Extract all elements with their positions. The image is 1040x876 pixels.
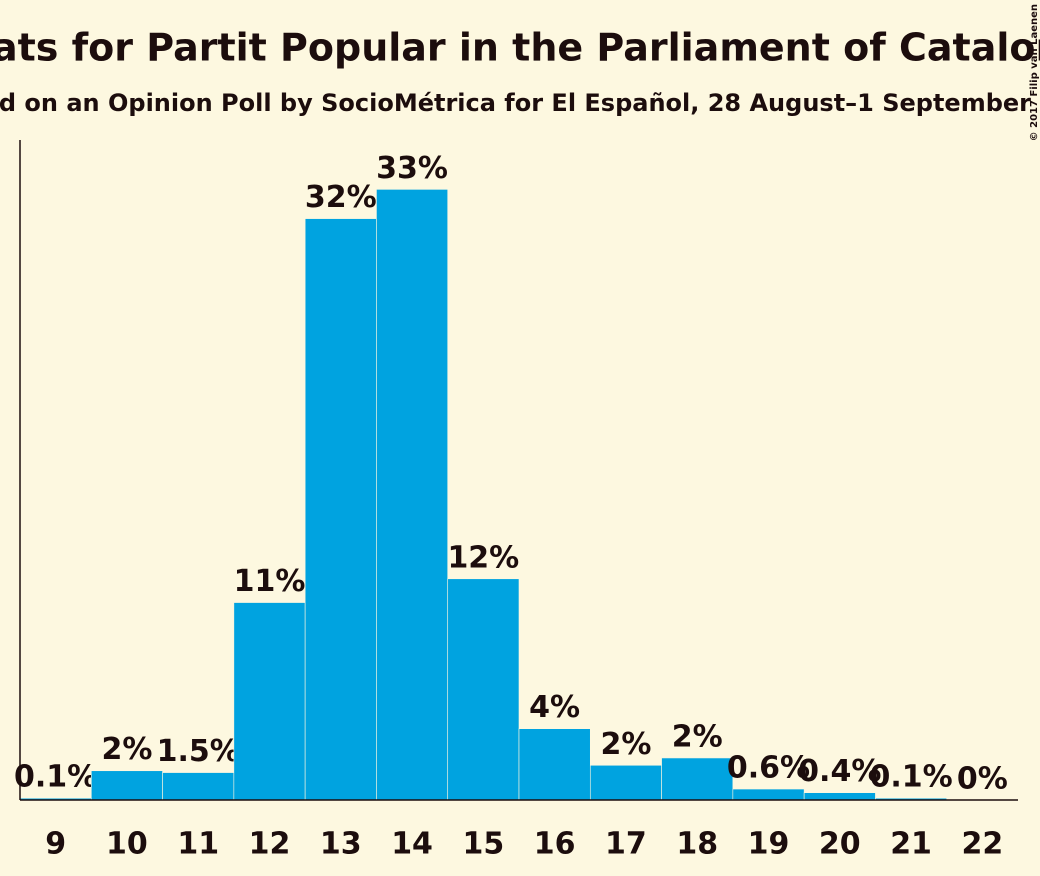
plot-area: 9 0.1% 10 2% 11 1.5% 12 11% 13 32% 14 33% 15 12% 16 4% 1… [14, 151, 1008, 862]
value-label: 0.6% [727, 751, 810, 786]
x-tick-label: 16 [534, 827, 576, 862]
value-label: 0.1% [869, 760, 952, 795]
value-label: 11% [234, 564, 306, 599]
value-label: 4% [529, 690, 580, 725]
bar [447, 578, 520, 801]
value-label: 12% [447, 540, 519, 575]
x-tick-label: 12 [249, 827, 291, 862]
value-label: 0.1% [14, 760, 97, 795]
x-tick-label: 21 [890, 827, 932, 862]
value-label: 0.4% [798, 754, 881, 789]
bar [304, 218, 377, 801]
bar [90, 770, 163, 801]
x-tick-label: 11 [177, 827, 219, 862]
copyright: © 2017 Filip van Laenen [1029, 4, 1040, 141]
value-label: 2% [600, 727, 651, 762]
bar [233, 602, 306, 801]
x-tick-label: 22 [961, 827, 1003, 862]
bar [732, 788, 805, 801]
bar [589, 764, 662, 801]
value-label: 0% [957, 762, 1008, 797]
value-label: 32% [305, 180, 377, 215]
chart-subtitle: Based on an Opinion Poll by SocioMétrica… [0, 89, 1040, 117]
value-label: 33% [376, 151, 448, 186]
x-tick-label: 20 [819, 827, 861, 862]
x-tick-label: 14 [391, 827, 433, 862]
x-tick-label: 19 [748, 827, 790, 862]
bar [518, 728, 591, 801]
value-label: 2% [672, 719, 723, 754]
x-tick-label: 10 [106, 827, 148, 862]
value-label: 1.5% [157, 734, 240, 769]
bar [376, 189, 449, 801]
value-label: 2% [101, 732, 152, 767]
bar [803, 792, 876, 801]
bar [661, 757, 734, 801]
bar [162, 772, 235, 801]
x-tick-label: 18 [676, 827, 718, 862]
x-tick-label: 13 [320, 827, 362, 862]
chart-title: Seats for Partit Popular in the Parliame… [0, 26, 1040, 70]
x-tick-label: 15 [462, 827, 504, 862]
x-tick-label: 9 [45, 827, 66, 862]
x-tick-label: 17 [605, 827, 647, 862]
